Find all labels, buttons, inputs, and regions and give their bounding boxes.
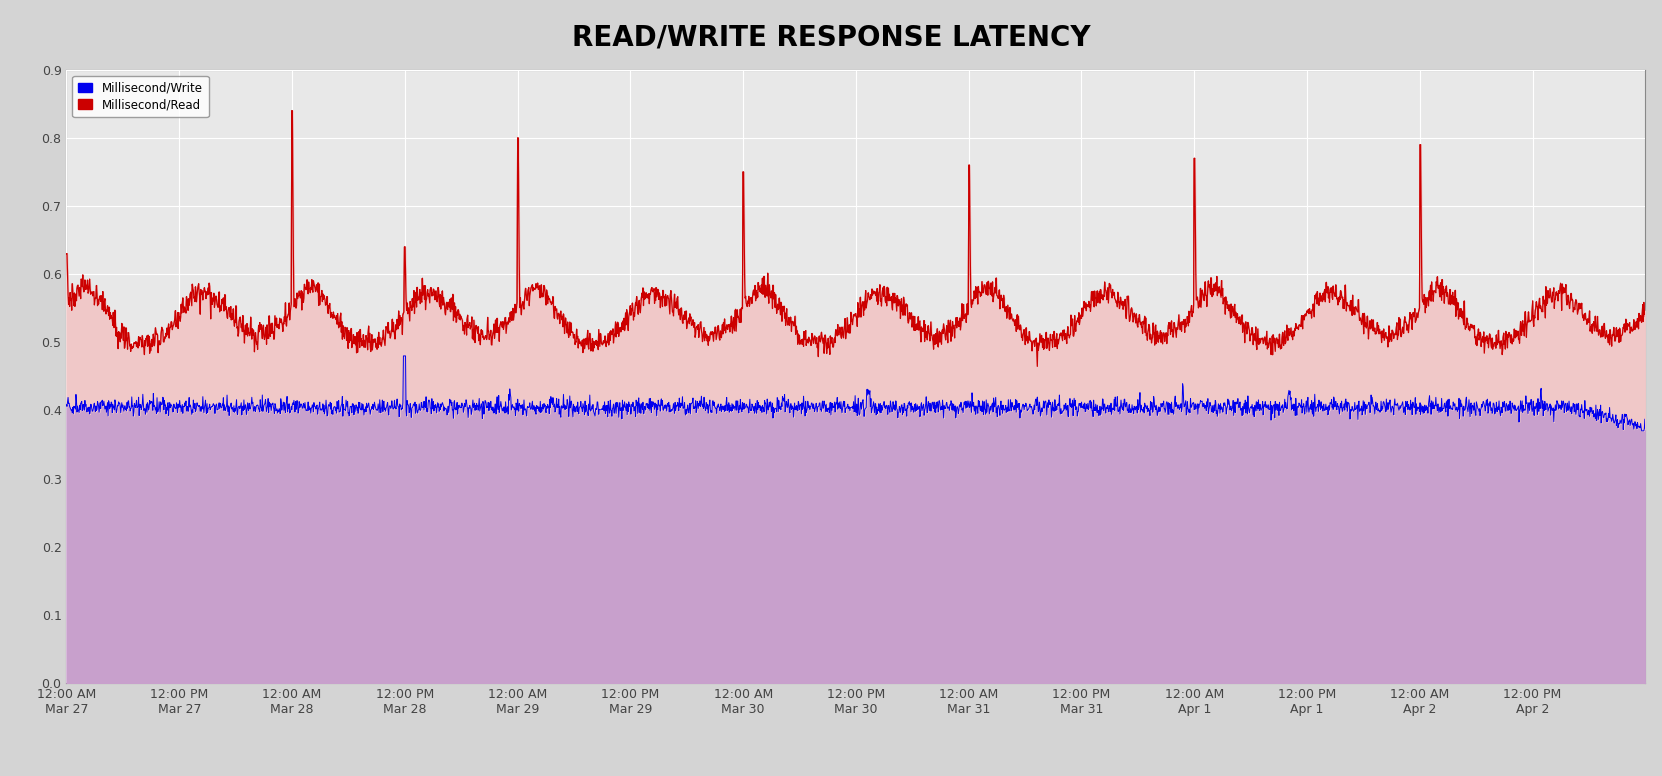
- Legend: Millisecond/Write, Millisecond/Read: Millisecond/Write, Millisecond/Read: [73, 76, 209, 117]
- Text: READ/WRITE RESPONSE LATENCY: READ/WRITE RESPONSE LATENCY: [572, 23, 1090, 51]
